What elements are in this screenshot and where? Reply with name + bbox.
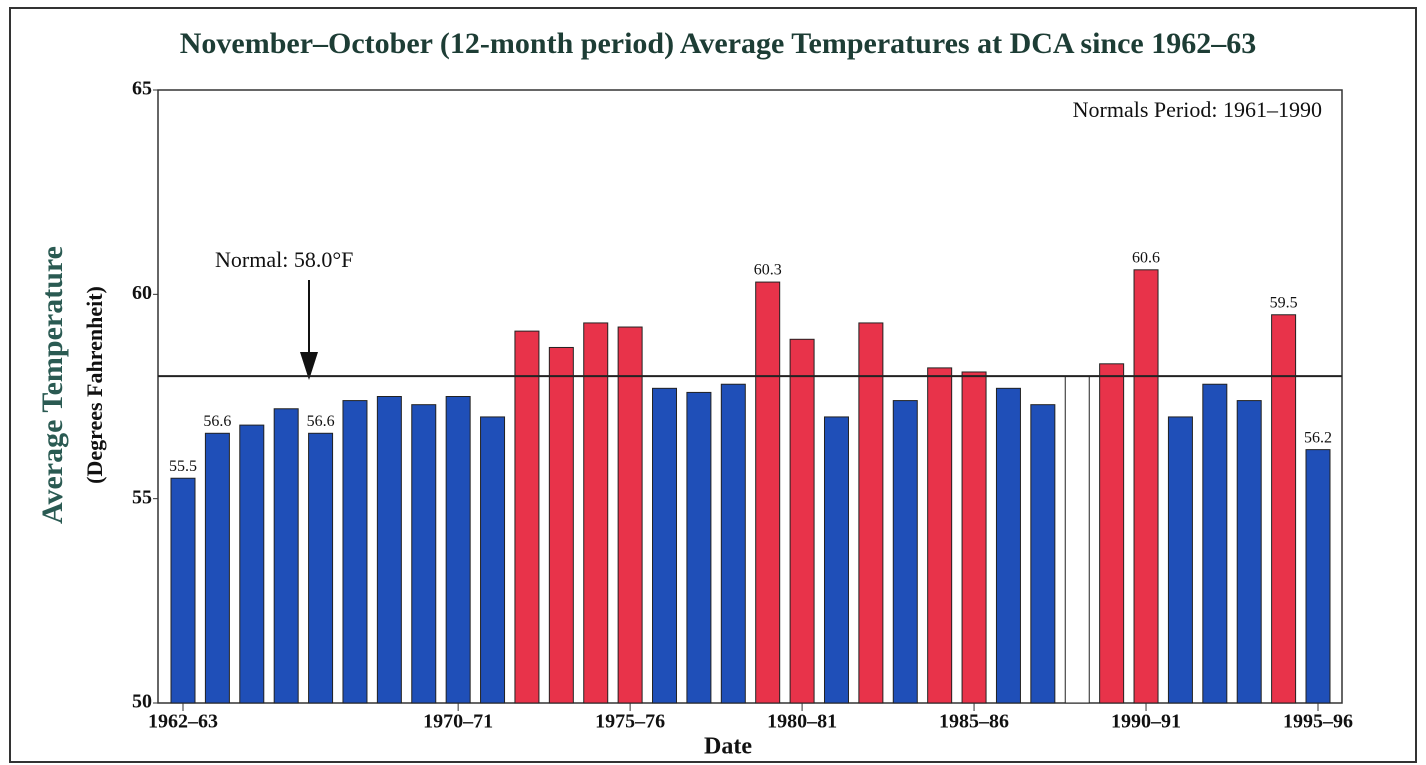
- bar: [892, 400, 918, 704]
- x-tick-label: 1990–91: [1111, 711, 1181, 733]
- chart-title: November–October (12-month period) Avera…: [180, 27, 1257, 60]
- bar: [1099, 363, 1125, 704]
- x-tick-label: 1995–96: [1283, 711, 1353, 733]
- bar: [583, 322, 609, 704]
- bar: [239, 424, 265, 704]
- value-label: 56.6: [307, 413, 335, 430]
- bar: [1064, 375, 1090, 704]
- bar: [1271, 314, 1297, 704]
- x-tick-label: 1985–86: [939, 711, 1009, 733]
- y-tick-label: 60: [132, 282, 152, 304]
- bar: [961, 371, 987, 704]
- bar: [789, 338, 815, 704]
- bar: [480, 416, 506, 704]
- plot-area: [157, 89, 1343, 704]
- bar: [720, 383, 746, 704]
- bar: [1236, 400, 1262, 704]
- bar: [376, 396, 402, 704]
- bar: [1305, 449, 1331, 704]
- x-tick-label: 1962–63: [148, 711, 218, 733]
- y-tick-label: 65: [132, 78, 152, 100]
- value-label: 60.3: [754, 262, 782, 279]
- bar: [514, 330, 540, 704]
- bar: [342, 400, 368, 704]
- y-axis-sublabel: (Degrees Fahrenheit): [82, 286, 107, 484]
- value-label: 56.6: [203, 413, 231, 430]
- bar: [548, 346, 574, 704]
- y-tick-label: 50: [132, 691, 152, 713]
- bar: [1167, 416, 1193, 704]
- bar: [1030, 404, 1056, 704]
- normal-label: Normal: 58.0°F: [215, 247, 353, 272]
- x-axis-label: Date: [704, 734, 752, 760]
- bar: [927, 367, 953, 704]
- bar: [273, 408, 299, 704]
- bar: [1133, 269, 1159, 704]
- bar: [170, 477, 196, 704]
- bar: [308, 432, 334, 704]
- y-axis-label: Average Temperature: [36, 246, 69, 524]
- bar: [858, 322, 884, 704]
- bar: [652, 387, 678, 704]
- bar: [995, 387, 1021, 704]
- bar: [1202, 383, 1228, 704]
- y-tick-label: 55: [132, 486, 152, 508]
- x-tick-label: 1970–71: [423, 711, 493, 733]
- frame: [9, 7, 1417, 763]
- x-tick-label: 1975–76: [595, 711, 665, 733]
- bar: [686, 391, 712, 704]
- annotation: Normals Period: 1961–1990: [1073, 97, 1322, 122]
- value-label: 55.5: [169, 458, 197, 475]
- x-tick-label: 1980–81: [767, 711, 837, 733]
- bar: [617, 326, 643, 704]
- bar: [823, 416, 849, 704]
- arrow-head: [300, 352, 318, 380]
- bar: [755, 281, 781, 704]
- bar: [411, 404, 437, 704]
- value-label: 56.2: [1304, 429, 1332, 446]
- value-label: 59.5: [1270, 294, 1298, 311]
- value-label: 60.6: [1132, 249, 1160, 266]
- bar: [445, 396, 471, 704]
- bar: [204, 432, 230, 704]
